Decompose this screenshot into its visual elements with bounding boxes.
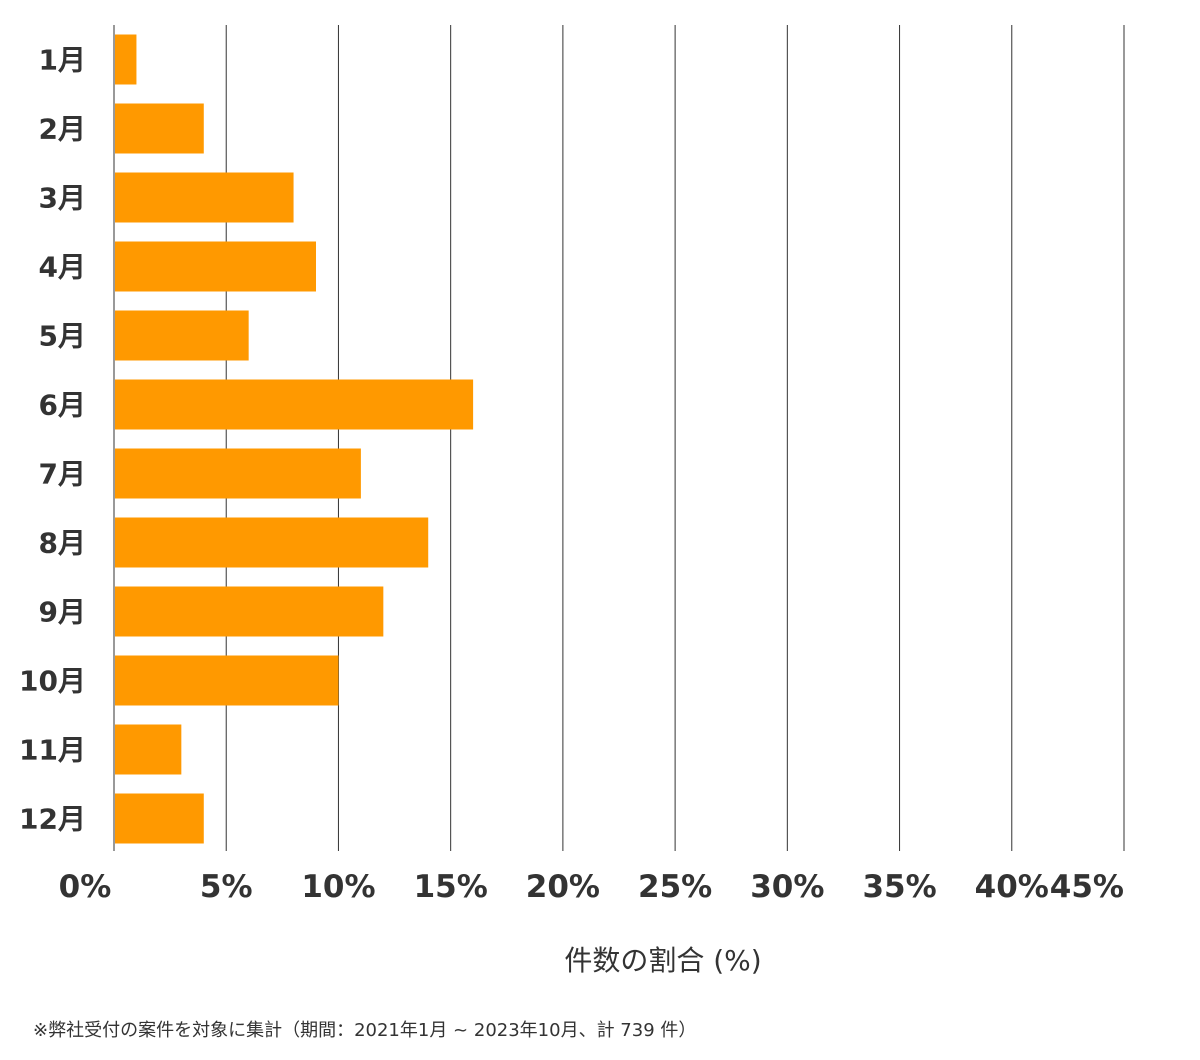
bar-6 (115, 379, 474, 430)
bars (115, 34, 474, 844)
category-labels: 1月 2月 3月 4月 5月 6月 7月 8月 9月 10月 11月 12月 (19, 44, 86, 836)
x-tick-label-45: 45% (1050, 869, 1124, 905)
bar-8 (115, 517, 429, 568)
category-label-11: 11月 (19, 734, 86, 767)
x-tick-label-15: 15% (414, 869, 488, 905)
grid-lines (113, 25, 1125, 851)
category-label-10: 10月 (19, 665, 86, 698)
bar-12 (115, 793, 204, 844)
category-label-12: 12月 (19, 803, 86, 836)
bar-9 (115, 586, 384, 637)
x-tick-label-40: 40% (975, 869, 1049, 905)
category-label-6: 6月 (39, 389, 86, 422)
x-tick-labels: 0% 5% 10% 15% 20% 25% 30% 35% 40% 45% (59, 869, 1124, 905)
category-label-4: 4月 (39, 251, 86, 284)
footnote: ※弊社受付の案件を対象に集計（期間：2021年1月 ~ 2023年10月、計 7… (33, 1020, 696, 1041)
bar-4 (115, 241, 316, 292)
category-label-2: 2月 (39, 113, 86, 146)
bar-1 (115, 34, 137, 85)
x-axis-title: 件数の割合 (%) (564, 944, 761, 977)
bar-5 (115, 310, 249, 361)
bar-11 (115, 724, 182, 775)
bar-10 (115, 655, 339, 706)
x-tick-label-0: 0% (59, 869, 112, 905)
category-label-8: 8月 (39, 527, 86, 560)
x-tick-label-35: 35% (862, 869, 936, 905)
category-label-3: 3月 (39, 182, 86, 215)
x-tick-label-5: 5% (200, 869, 253, 905)
category-label-5: 5月 (39, 320, 86, 353)
category-label-9: 9月 (39, 596, 86, 629)
x-tick-label-10: 10% (301, 869, 375, 905)
x-tick-label-25: 25% (638, 869, 712, 905)
bar-7 (115, 448, 361, 499)
x-tick-label-20: 20% (526, 869, 600, 905)
x-tick-label-30: 30% (750, 869, 824, 905)
category-label-1: 1月 (39, 44, 86, 77)
category-label-7: 7月 (39, 458, 86, 491)
bar-2 (115, 103, 204, 154)
bar-3 (115, 172, 294, 223)
